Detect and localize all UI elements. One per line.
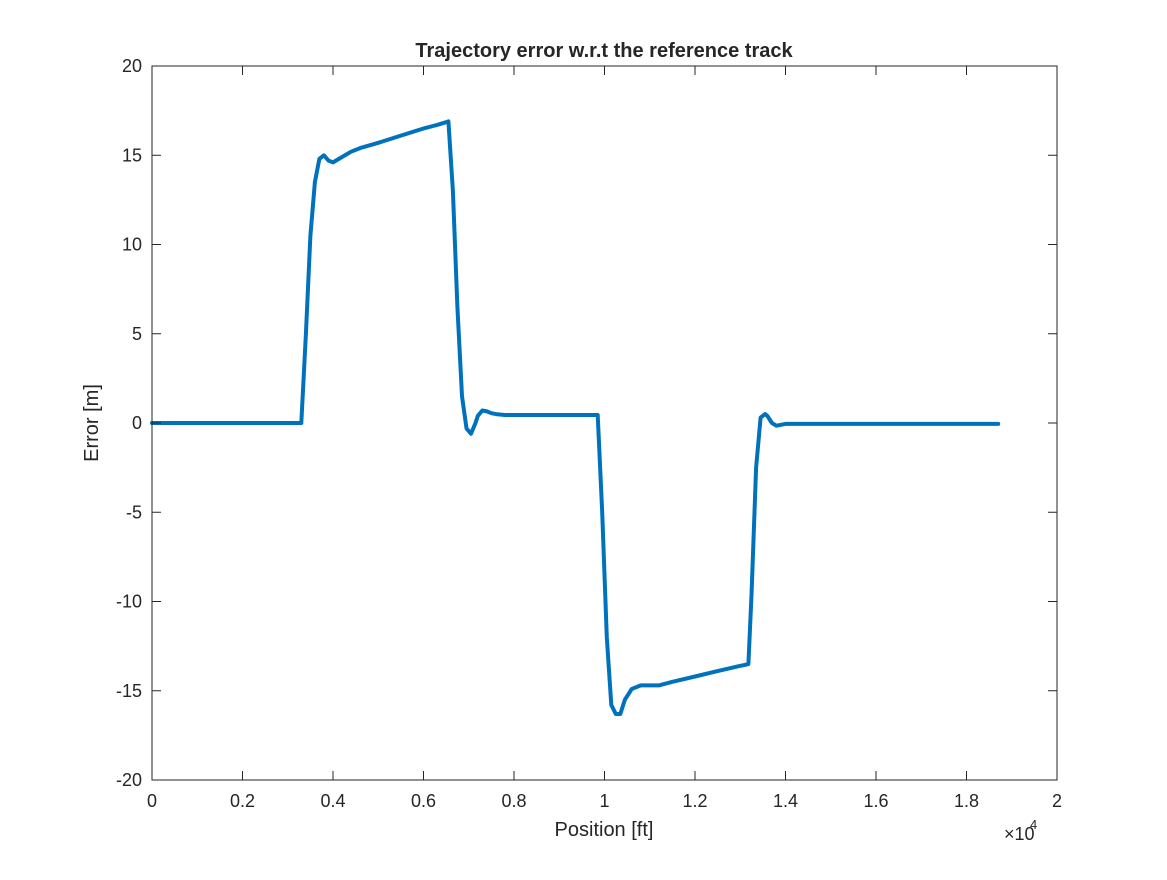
x-tick-label: 1.4	[773, 791, 798, 811]
plot-layer	[150, 119, 1001, 716]
x-tick-label: 1.2	[682, 791, 707, 811]
y-tick-label: 15	[122, 145, 142, 165]
y-tick-label: 20	[122, 56, 142, 76]
x-tick-label: 0.8	[501, 791, 526, 811]
x-tick-label: 1.6	[863, 791, 888, 811]
x-tick-label: 2	[1052, 791, 1062, 811]
chart-title: Trajectory error w.r.t the reference tra…	[415, 40, 793, 62]
x-tick-label: 1.8	[954, 791, 979, 811]
x-tick-label: 0.6	[411, 791, 436, 811]
x-exponent-base: ×10	[1004, 824, 1035, 844]
x-tick-label: 1	[599, 791, 609, 811]
x-tick-label: 0.4	[320, 791, 345, 811]
series-line	[150, 119, 1001, 716]
y-tick-label: 5	[132, 324, 142, 344]
x-tick-label: 0	[147, 791, 157, 811]
y-tick-label: -15	[116, 681, 142, 701]
y-axis-label: Error [m]	[81, 384, 103, 462]
y-tick-label: 0	[132, 413, 142, 433]
x-tick-label: 0.2	[230, 791, 255, 811]
ticks-layer: 0 0.2 0.4 0.6 0.8 1 1.2 1.4 1.6 1.8 2 20 15 10 5 0 -5 -10…	[116, 56, 1062, 811]
y-tick-label: -20	[116, 770, 142, 790]
y-tick-label: -5	[126, 502, 142, 522]
x-axis-label: Position [ft]	[555, 819, 654, 841]
y-tick-label: 10	[122, 235, 142, 255]
y-tick-label: -10	[116, 592, 142, 612]
x-exponent-power: 4	[1030, 817, 1037, 832]
